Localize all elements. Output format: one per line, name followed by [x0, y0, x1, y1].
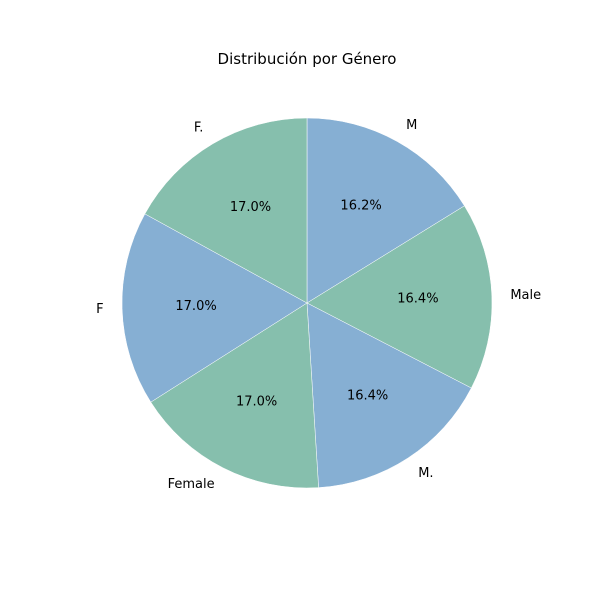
- slice-category-label: Male: [510, 288, 541, 303]
- slice-percent-label: 16.4%: [397, 291, 438, 306]
- slice-percent-label: 17.0%: [230, 200, 271, 215]
- slice-category-label: M: [406, 118, 417, 133]
- pie-labels: 16.2% M 16.4% Male 16.4% M. 17.0% Female 17.0% F 1…: [96, 118, 541, 492]
- pie-slice-m: [306, 117, 465, 304]
- pie-slice-m: [306, 302, 472, 488]
- pie-slice-female: [150, 302, 319, 489]
- pie-slice-f: [144, 117, 308, 304]
- slice-category-label: F.: [194, 120, 204, 135]
- chart-title: Distribución por Género: [218, 50, 397, 68]
- pie-slice-f: [121, 213, 308, 403]
- slice-category-label: M.: [418, 466, 433, 481]
- pie-slices: [121, 117, 493, 489]
- slice-percent-label: 17.0%: [236, 394, 277, 409]
- pie-slice-male: [306, 205, 493, 389]
- slice-percent-label: 16.2%: [340, 199, 381, 214]
- slice-category-label: F: [96, 302, 103, 317]
- slice-percent-label: 16.4%: [347, 388, 388, 403]
- slice-percent-label: 17.0%: [175, 299, 216, 314]
- slice-category-label: Female: [168, 477, 215, 492]
